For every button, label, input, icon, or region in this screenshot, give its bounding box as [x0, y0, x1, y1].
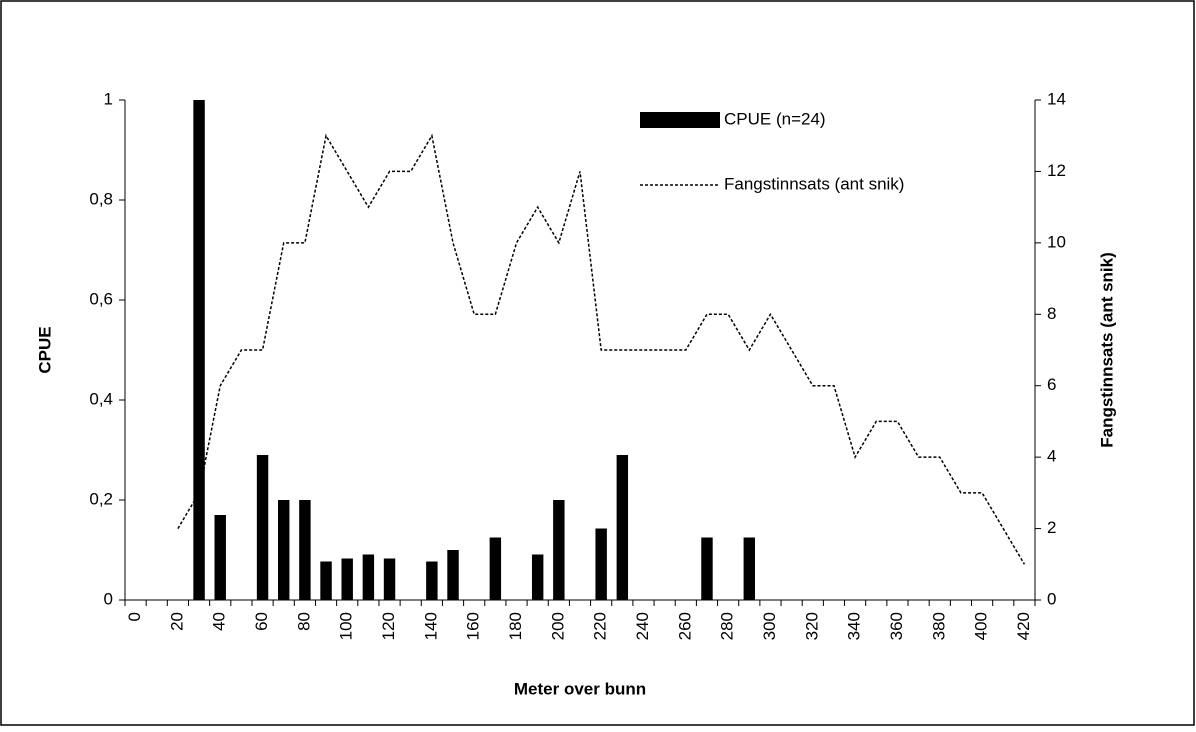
x-tick-label: 200 [548, 612, 567, 640]
bar [299, 500, 311, 600]
y2-tick-label: 2 [1047, 518, 1056, 537]
x-tick-label: 120 [379, 612, 398, 640]
y2-axis-title: Fangstinnsats (ant snik) [1097, 252, 1116, 448]
bar [447, 550, 459, 600]
bar [383, 558, 396, 600]
x-tick-label: 20 [167, 612, 186, 631]
bar [553, 500, 565, 600]
x-tick-label: 40 [210, 612, 229, 631]
x-axis-title: Meter over bunn [514, 679, 646, 698]
bar [320, 561, 332, 600]
line [177, 133, 1026, 565]
x-tick-label: 240 [633, 612, 652, 640]
x-tick-label: 400 [972, 612, 991, 640]
bar [489, 537, 502, 600]
x-tick-label: 220 [591, 612, 610, 640]
x-tick-label: 280 [718, 612, 737, 640]
bar [278, 500, 290, 600]
x-tick-label: 420 [1014, 612, 1033, 640]
y-tick-label: 0,2 [89, 489, 113, 508]
x-tick-label: 320 [802, 612, 821, 640]
y2-tick-label: 6 [1047, 375, 1056, 394]
x-tick-label: 340 [845, 612, 864, 640]
y-tick-label: 0 [104, 589, 113, 608]
legend-label: Fangstinnsats (ant snik) [724, 174, 904, 193]
bar [743, 537, 756, 600]
x-tick-label: 140 [421, 612, 440, 640]
legend-label: CPUE (n=24) [724, 109, 826, 128]
y2-tick-label: 8 [1047, 304, 1056, 323]
x-tick-label: 180 [506, 612, 525, 640]
y-axis-title: CPUE [35, 326, 54, 373]
y-tick-label: 0,6 [89, 289, 113, 308]
x-tick-label: 0 [125, 612, 144, 621]
x-tick-label: 300 [760, 612, 779, 640]
bar [616, 455, 629, 600]
bar [256, 455, 269, 600]
x-tick-label: 100 [337, 612, 356, 640]
y2-tick-label: 14 [1047, 89, 1066, 108]
bar [341, 558, 353, 600]
y-tick-label: 0,8 [89, 189, 113, 208]
x-tick-label: 80 [294, 612, 313, 631]
x-tick-label: 60 [252, 612, 271, 631]
y-tick-label: 1 [104, 89, 113, 108]
y2-tick-label: 10 [1047, 232, 1066, 251]
bar [214, 515, 226, 600]
y2-tick-label: 4 [1047, 447, 1056, 466]
bar [426, 561, 438, 600]
bar [362, 554, 375, 600]
legend-swatch [640, 112, 720, 128]
bar [193, 100, 205, 600]
bar [701, 537, 713, 600]
bar [595, 528, 607, 600]
bar [531, 554, 544, 600]
x-tick-label: 360 [887, 612, 906, 640]
x-tick-label: 260 [675, 612, 694, 640]
x-tick-label: 160 [464, 612, 483, 640]
y-tick-label: 0,4 [89, 389, 113, 408]
y2-tick-label: 0 [1047, 589, 1056, 608]
x-tick-label: 380 [929, 612, 948, 640]
y2-tick-label: 12 [1047, 161, 1066, 180]
